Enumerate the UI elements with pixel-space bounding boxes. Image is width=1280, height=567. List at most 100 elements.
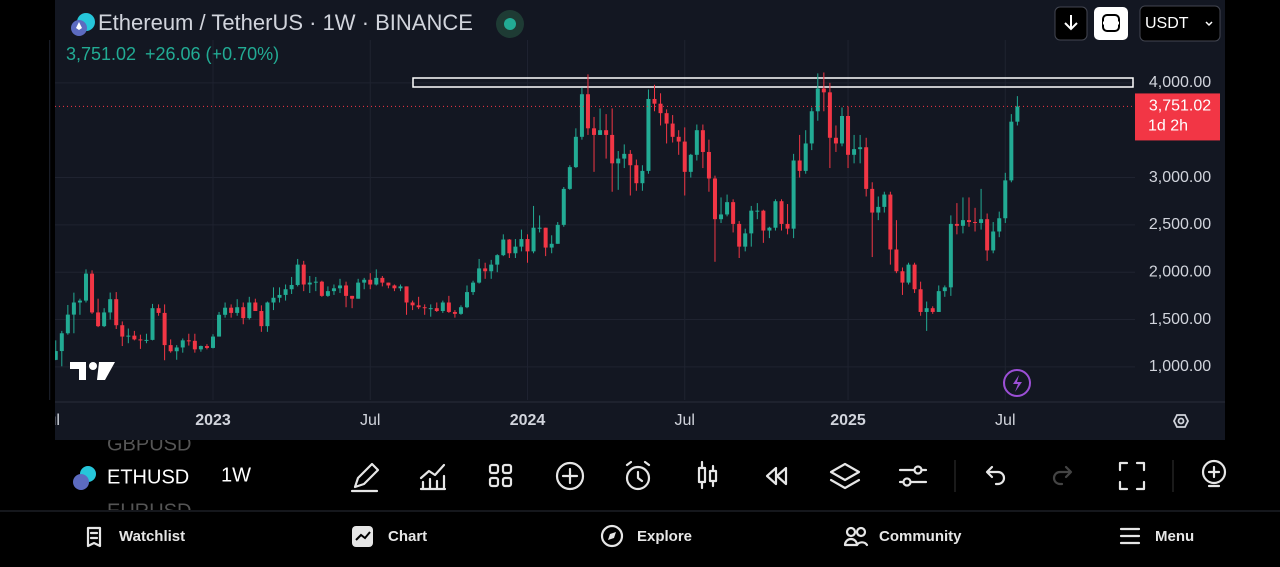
x-tick-label: Jul: [39, 412, 59, 429]
candle-body: [743, 233, 748, 247]
candle-body: [368, 279, 373, 285]
ideas[interactable]: [1201, 459, 1227, 488]
nav-menu[interactable]: Menu: [1119, 527, 1194, 545]
candle-body: [809, 111, 814, 144]
candle-body: [973, 222, 978, 224]
candle-body: [991, 231, 996, 251]
candle-body: [985, 219, 990, 251]
candle-body: [882, 194, 887, 207]
candle-body: [126, 335, 131, 337]
candle-body: [380, 277, 385, 283]
candle-body: [283, 289, 288, 295]
candle-body: [344, 285, 349, 296]
candle-body: [791, 160, 796, 229]
candle-body: [477, 268, 482, 283]
market-status[interactable]: [496, 10, 524, 38]
download-button[interactable]: [1054, 6, 1088, 41]
interval[interactable]: 1W: [221, 464, 251, 486]
candle-body: [495, 255, 500, 265]
candle-body: [610, 134, 615, 164]
candle-body: [682, 141, 687, 172]
candle-body: [797, 160, 802, 171]
candle-body: [168, 345, 173, 352]
x-tick-label: 2025: [830, 412, 866, 429]
x-tick-label: Jul: [360, 412, 380, 429]
add-tool[interactable]: [555, 461, 585, 491]
candle-body: [174, 347, 179, 352]
nav-watchlist[interactable]: Watchlist: [86, 526, 185, 548]
chart-type-tool[interactable]: [697, 460, 718, 490]
candle-body: [616, 158, 621, 164]
fullscreen[interactable]: [1118, 461, 1146, 491]
alert-tool[interactable]: [625, 460, 651, 491]
candle-body: [694, 130, 699, 155]
candle-body: [138, 339, 143, 341]
nav-label: Chart: [388, 528, 427, 545]
settings-tool[interactable]: [898, 465, 928, 487]
y-tick-label: 2,500.00: [1149, 216, 1211, 233]
x-tick-label: 2023: [195, 412, 231, 429]
candle-body: [894, 249, 899, 272]
candle-body: [65, 314, 70, 334]
candle-body: [501, 239, 506, 256]
last-price: 3,751.02: [66, 44, 136, 64]
candle-body: [761, 210, 766, 231]
candle-body: [930, 308, 935, 312]
candle-body: [313, 281, 318, 283]
candle-body: [706, 151, 711, 179]
candle-body: [525, 239, 530, 252]
candle-body: [114, 299, 119, 326]
candle-body: [458, 307, 463, 314]
candle-body: [410, 302, 415, 306]
candle-body: [1003, 180, 1008, 219]
candle-body: [864, 147, 869, 189]
candle-body: [422, 307, 427, 309]
currency-select[interactable]: USDT: [1139, 5, 1221, 42]
symbol-icon: [71, 13, 95, 36]
candle-body: [773, 201, 778, 228]
replay-tool[interactable]: [765, 466, 788, 486]
lightning-button[interactable]: [1003, 369, 1031, 397]
candle-body: [731, 202, 736, 224]
candle-body: [265, 302, 270, 327]
price-tag-label: 3,751.02: [1149, 98, 1211, 115]
y-tick-label: 3,000.00: [1149, 169, 1211, 186]
draw-tool[interactable]: [350, 462, 380, 493]
candle-body: [815, 88, 820, 112]
candle-body: [676, 136, 681, 142]
candle-body: [573, 136, 578, 168]
candle-body: [567, 167, 572, 189]
x-tick-label: Jul: [675, 412, 695, 429]
candle-body: [585, 94, 590, 129]
redo[interactable]: [1052, 465, 1073, 486]
candle-body: [912, 264, 917, 290]
layers-tool[interactable]: [829, 462, 861, 490]
candle-body: [132, 335, 137, 340]
undo[interactable]: [985, 465, 1006, 486]
symbol[interactable]: ETHUSD: [107, 466, 189, 488]
candle-body: [888, 194, 893, 250]
candle-body: [223, 307, 228, 315]
indicators-tool[interactable]: [419, 463, 447, 491]
nav-community[interactable]: Community: [843, 526, 962, 547]
candle-body: [640, 170, 645, 184]
candle-body: [592, 128, 597, 135]
candle-body: [319, 281, 324, 296]
candle-body: [392, 285, 397, 289]
nav-chart[interactable]: Chart: [352, 526, 427, 547]
compare-button[interactable]: [1094, 7, 1128, 40]
candle-body: [120, 325, 125, 337]
settings-button[interactable]: [1172, 414, 1190, 428]
candle-body: [59, 333, 64, 352]
candle-body: [404, 286, 409, 303]
candle-body: [579, 94, 584, 137]
candle-body: [700, 130, 705, 152]
candle-body: [646, 98, 651, 171]
candle-body: [446, 302, 451, 312]
candle-body: [210, 336, 215, 348]
candle-body: [259, 311, 264, 327]
candle-body: [827, 92, 832, 138]
candle-body: [839, 116, 844, 144]
layout-tool[interactable]: [488, 463, 513, 488]
nav-explore[interactable]: Explore: [600, 524, 692, 548]
